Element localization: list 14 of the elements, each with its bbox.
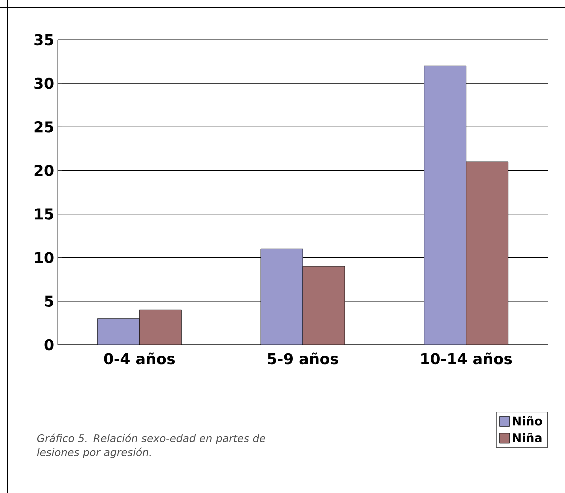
y-tick-label: 10 [35,252,54,264]
y-tick-label: 20 [34,165,54,176]
legend-label: Niño [513,416,542,426]
y-tick-label: 35 [34,34,54,46]
text: Gráfico 5. Relación sexo-edad en partes de lesiones por agresión. [37,434,266,458]
x-tick-label: 0-4 años [104,352,176,365]
y-tick-label: 25 [34,121,54,133]
legend-label: Niña [513,433,542,443]
y-tick-label: 5 [45,296,54,307]
y-tick-label: 30 [34,78,54,90]
x-tick-label: 5-9 años [268,352,338,365]
y-tick-label: 0 [44,339,54,351]
x-tick-label: 10-14 años [422,352,512,365]
y-tick-label: 15 [35,208,54,220]
